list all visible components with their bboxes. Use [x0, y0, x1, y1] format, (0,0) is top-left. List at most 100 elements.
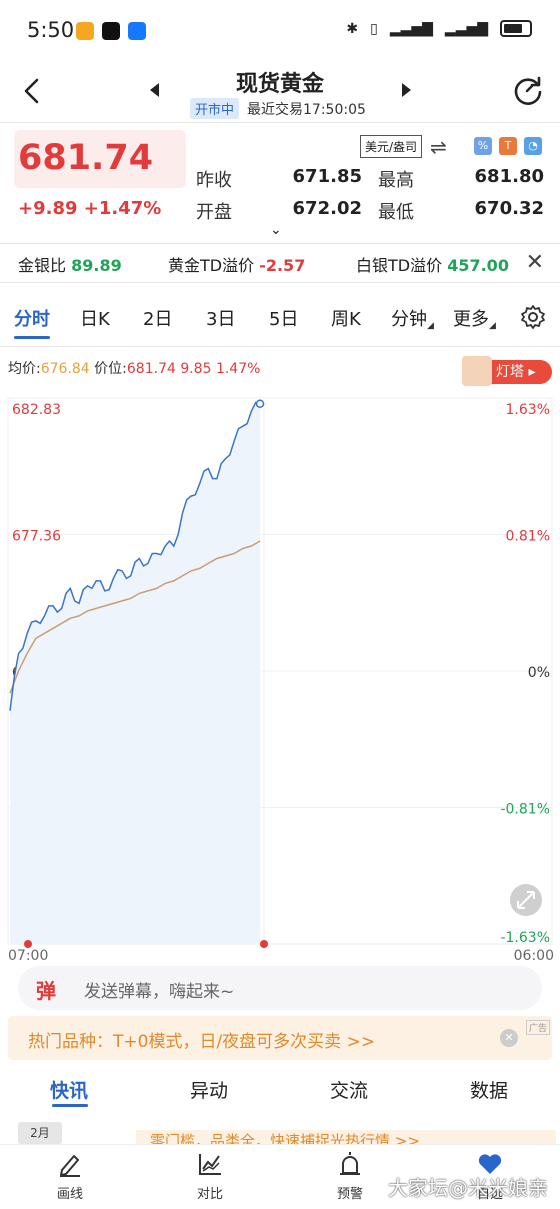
percent-icon[interactable]: %	[474, 137, 492, 155]
price-area	[10, 402, 260, 944]
y-right-tick: 0.81%	[506, 529, 550, 545]
lighthouse-icon	[462, 356, 492, 386]
y-right-tick: -0.81%	[500, 802, 550, 818]
spread-silver-td: 白银TD溢价 457.00	[356, 252, 509, 276]
currency-unit[interactable]: 美元/盎司	[360, 135, 423, 158]
pen-icon	[60, 1155, 80, 1177]
tab-more-label: 更多	[453, 309, 489, 330]
chart-info-line: 均价:676.84 价位:681.74 9.85 1.47%	[8, 358, 260, 378]
next-instrument-arrow[interactable]	[402, 83, 411, 97]
compare-chart-icon	[199, 1154, 221, 1175]
refresh-icon[interactable]	[512, 74, 544, 106]
nav-draw[interactable]: 画线	[30, 1151, 110, 1202]
y-right-tick: 1.63%	[506, 402, 550, 418]
settings-gear-icon[interactable]	[520, 304, 546, 330]
danmaku-input-bar[interactable]	[18, 966, 542, 1010]
signal-icon: ▂▃▅▇	[389, 20, 433, 37]
avg-price-line	[9, 540, 261, 694]
swap-icon[interactable]: ⇌	[430, 135, 447, 159]
danmaku-placeholder[interactable]: 发送弹幕，嗨起来~	[84, 982, 235, 1002]
change-percent: +1.47%	[83, 198, 162, 219]
tab-5day[interactable]: 5日	[269, 309, 299, 330]
spread-divider	[0, 282, 560, 283]
tab-minute-label: 分钟	[391, 309, 427, 330]
tab-weekly-k[interactable]: 周K	[331, 309, 361, 330]
back-arrow-icon[interactable]	[18, 76, 48, 106]
spread-value: 89.89	[71, 256, 122, 275]
market-status-badge: 开市中	[190, 98, 240, 119]
notification-app-icon	[76, 22, 94, 40]
current-price: 681.74	[18, 138, 154, 178]
event-marker[interactable]	[260, 940, 268, 948]
y-left-tick: 677.36	[12, 529, 61, 545]
lighthouse-label: 灯塔	[496, 364, 524, 380]
y-right-tick: -1.63%	[500, 930, 550, 946]
bluetooth-icon: ✱	[346, 20, 359, 37]
expand-chevron-icon[interactable]: ⌄	[270, 222, 282, 238]
nav-watchlist[interactable]: 自选	[450, 1151, 530, 1202]
nav-label: 预警	[336, 1187, 363, 1202]
stat-value-prev-close: 671.85	[292, 166, 362, 187]
nav-compare[interactable]: 对比	[170, 1151, 250, 1202]
page-title: 现货黄金	[235, 72, 324, 97]
watermark: 大家坛@米米娘亲	[388, 1176, 548, 1200]
news-tab-data[interactable]: 数据	[470, 1080, 509, 1102]
news-tab-discussion[interactable]: 交流	[330, 1080, 369, 1102]
tab-3day[interactable]: 3日	[206, 309, 236, 330]
ad-tag: 广告	[525, 1020, 550, 1035]
quote-divider	[0, 243, 560, 244]
last-trade-time: 最近交易17:50:05	[247, 101, 366, 118]
dropdown-corner-icon: ◢	[489, 321, 496, 331]
tower-icon[interactable]: T	[499, 137, 517, 155]
event-marker[interactable]	[24, 940, 32, 948]
stat-label-prev-close: 昨收	[196, 170, 232, 191]
stat-value-low: 670.32	[474, 198, 544, 219]
nav-label: 画线	[56, 1187, 83, 1202]
period-tabs: 分时 日K 2日 3日 5日 周K 分钟◢ 更多◢	[0, 305, 560, 335]
last-price-dot	[255, 399, 265, 408]
lighthouse-button[interactable]: 灯塔 ▸	[462, 356, 552, 386]
market-status-row: 开市中 最近交易17:50:05	[190, 98, 366, 119]
status-icons: ✱ ▯ ▂▃▅▇ ▂▃▅▇	[346, 20, 532, 37]
price-line	[9, 401, 261, 711]
close-spread-icon[interactable]: ✕	[525, 250, 544, 275]
nav-label: 对比	[196, 1187, 223, 1202]
ad-text[interactable]: 热门品种：T+0模式，日/夜盘可多次买卖 >>	[28, 1032, 376, 1052]
nav-label: 自选	[476, 1187, 503, 1202]
stat-value-high: 681.80	[474, 166, 544, 187]
month-badge: 2月	[18, 1122, 62, 1144]
ad-close-icon[interactable]: ✕	[500, 1029, 518, 1047]
tab-2day[interactable]: 2日	[143, 309, 173, 330]
heart-icon	[478, 1154, 502, 1174]
tab-daily-k[interactable]: 日K	[80, 309, 110, 330]
tab-minute[interactable]: 分钟◢	[391, 305, 434, 331]
avg-label: 均价:	[8, 361, 41, 377]
stat-value-open: 672.02	[292, 198, 362, 219]
tiktok-icon	[102, 22, 120, 40]
intraday-chart[interactable]: 682.831.63%677.360.81%671.890%666.42-0.8…	[0, 388, 560, 963]
news-tab-movers[interactable]: 异动	[190, 1080, 229, 1102]
ad-banner[interactable]	[8, 1016, 552, 1060]
news-tab-flash[interactable]: 快讯	[50, 1080, 89, 1102]
siren-icon	[340, 1152, 360, 1175]
spread-label: 白银TD溢价	[356, 256, 443, 275]
alipay-icon	[128, 22, 146, 40]
prev-instrument-arrow[interactable]	[150, 83, 159, 97]
battery-icon	[500, 20, 532, 37]
price-info-value: 681.74 9.85 1.47%	[126, 361, 261, 377]
pie-chart-icon[interactable]: ◔	[524, 137, 542, 155]
price-highlight	[14, 130, 186, 188]
y-right-tick: 0%	[528, 665, 550, 681]
nav-alert[interactable]: 预警	[310, 1151, 390, 1202]
news-tab-indicator	[52, 1104, 88, 1107]
bottom-nav: 画线 对比 预警 自选	[0, 1144, 560, 1209]
tabs-divider	[0, 346, 560, 347]
tab-more[interactable]: 更多◢	[453, 305, 496, 331]
y-left-tick: 682.83	[12, 402, 61, 418]
stat-label-high: 最高	[378, 170, 414, 191]
stat-label-open: 开盘	[196, 202, 232, 223]
status-bar: 5:50 ✱ ▯ ▂▃▅▇ ▂▃▅▇	[0, 0, 560, 62]
tab-intraday[interactable]: 分时	[14, 309, 50, 330]
active-tab-indicator	[14, 336, 50, 339]
danmaku-icon[interactable]: 弹	[36, 979, 56, 1003]
